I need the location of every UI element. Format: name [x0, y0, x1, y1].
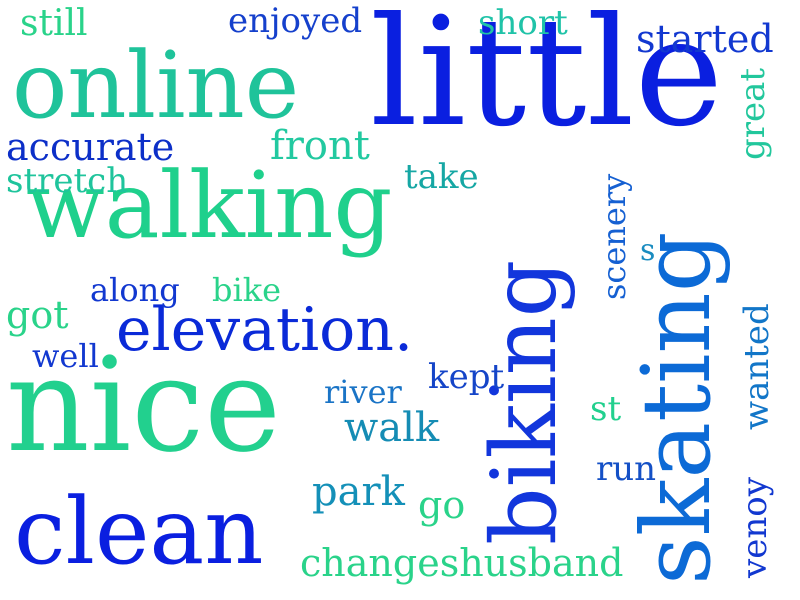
word-little: little	[370, 0, 724, 160]
word-kept: kept	[428, 357, 505, 397]
word-nice: nice	[6, 329, 282, 481]
word-venoy: venoy	[735, 477, 775, 578]
word-great: great	[733, 67, 773, 160]
word-got: got	[6, 293, 69, 337]
word-short: short	[478, 3, 568, 43]
word-started: started	[636, 17, 774, 61]
word-skating: skating	[622, 231, 732, 585]
word-online: online	[12, 32, 300, 139]
word-elevation: elevation.	[116, 295, 414, 365]
word-bike: bike	[212, 271, 282, 309]
word-wanted: wanted	[737, 303, 777, 430]
word-st: st	[590, 389, 622, 429]
word-stretch: stretch	[6, 161, 129, 201]
word-s: s	[640, 233, 656, 268]
word-clean: clean	[14, 478, 264, 585]
word-changeshusband: changeshusband	[300, 541, 624, 585]
word-front: front	[270, 123, 370, 169]
word-along: along	[90, 271, 180, 309]
word-well: well	[32, 337, 99, 375]
word-still: still	[20, 3, 88, 44]
word-walking: walking	[26, 152, 393, 259]
word-scenery: scenery	[595, 173, 633, 300]
word-accurate: accurate	[6, 125, 175, 169]
word-biking: biking	[472, 259, 577, 545]
word-take: take	[404, 157, 479, 197]
word-river: river	[324, 373, 402, 411]
word-go: go	[418, 483, 466, 527]
word-park: park	[312, 469, 405, 515]
word-walk: walk	[344, 405, 440, 451]
word-run: run	[596, 449, 657, 489]
word-enjoyed: enjoyed	[228, 1, 363, 41]
